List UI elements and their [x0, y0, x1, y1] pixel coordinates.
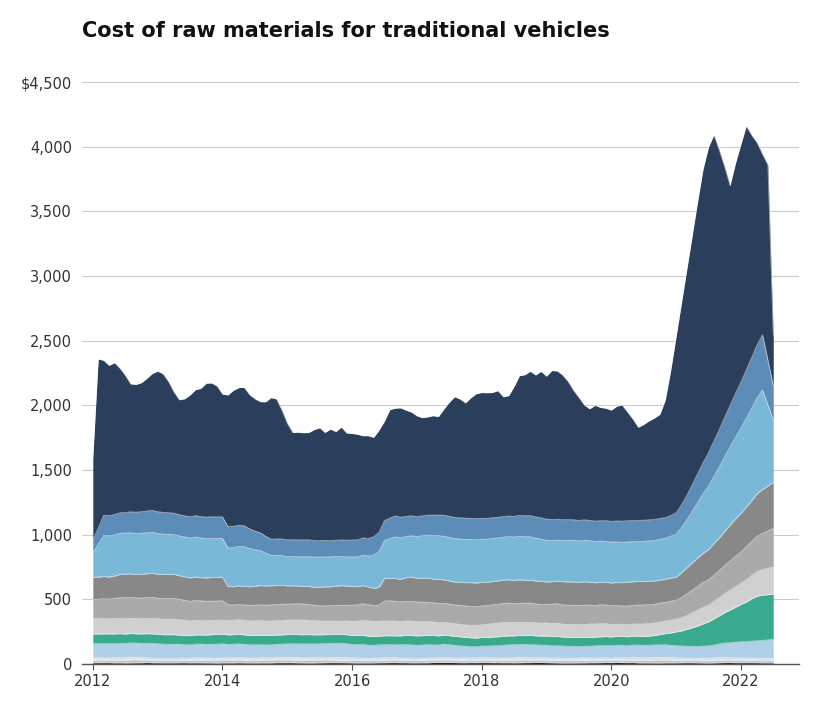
Text: Cost of raw materials for traditional vehicles: Cost of raw materials for traditional ve… — [82, 21, 609, 41]
